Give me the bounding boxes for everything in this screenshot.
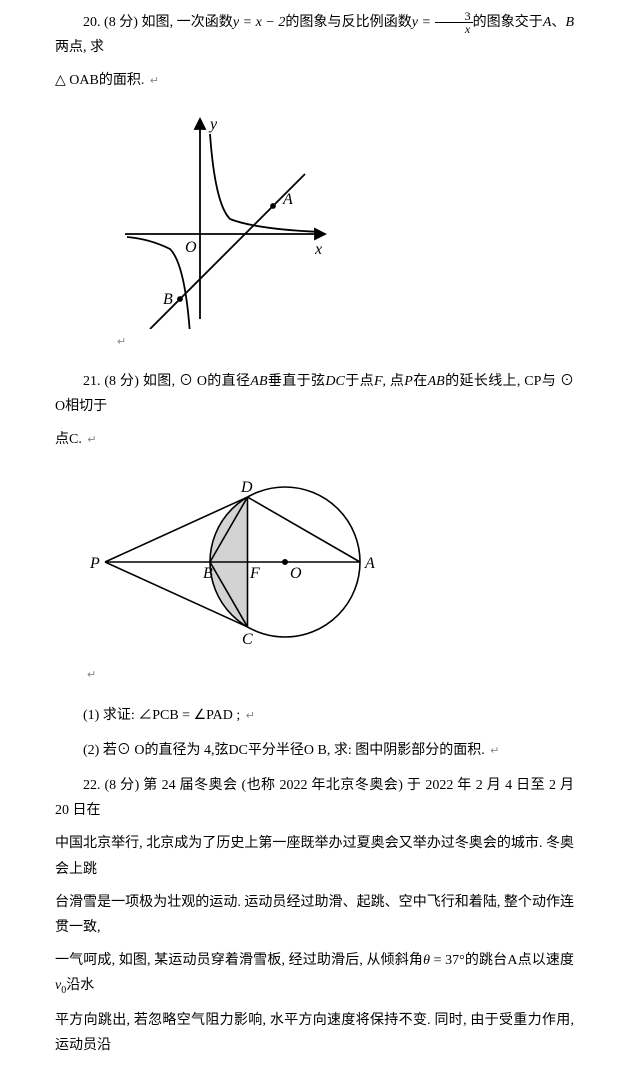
label-O: O [290,565,302,582]
p21-P: P [404,374,413,389]
p21-sub2-text: 若⊙ O的直径为 4,弦DC平分半径O B, 求: 图中阴影部分的面积. [103,743,485,758]
p22-number: 22. [83,778,101,793]
p20-eq1l: y [233,15,239,30]
p20-number: 20. [83,15,101,30]
p22-l3: 台滑雪是一项极为壮观的运动. 运动员经过助滑、起跳、空中飞行和着陆, 整个动作连… [55,895,574,935]
p20-B: B [565,15,574,30]
p21-figure: D C B F O A P [85,462,574,687]
p20-t3: 的图象交于 [473,15,543,30]
label-O: O [185,239,197,256]
p22-theta: θ [423,953,430,968]
p20-eq2l: y = [412,15,431,30]
label-P: P [89,555,100,572]
p22-l4-3: 沿水 [66,978,94,993]
p21-sub1-num: (1) [83,708,99,723]
label-B: B [203,565,213,582]
p20-t2: 的图象与反比例函数 [285,15,411,30]
p21-t2: 垂直于弦 [268,374,326,389]
p21-sub2-num: (2) [83,743,99,758]
p21-t3: 于点 [345,374,374,389]
p20-points: (8 分) [104,15,138,30]
fig21-enter [85,667,96,682]
p21-s3: AB [428,374,445,389]
p22-l4-2: = 37°的跳台A点以速度 [430,953,574,968]
p21-sub1-text: 求证: ∠PCB = ∠PAD ; [103,708,240,723]
label-A: A [282,191,293,208]
p22-points: (8 分) [104,778,139,793]
p20-t1: 如图, 一次函数 [142,15,233,30]
p20-t4: 两点, 求 [55,40,104,55]
p20-line2: △ OAB的面积. [55,73,144,88]
p21-line2: 点C. [55,432,82,447]
label-D: D [240,479,253,496]
p21-points: (8 分) [104,374,139,389]
p20-figure: A B O x y [115,104,574,354]
p21-s1: AB [250,374,267,389]
p21-t5: 在 [413,374,428,389]
label-B: B [163,291,173,308]
p22-l4-1: 一气呵成, 如图, 某运动员穿着滑雪板, 经过助滑后, 从倾斜角 [55,953,423,968]
p21-s2: DC [325,374,344,389]
label-C: C [242,631,253,648]
p21-t1: 如图, ⊙ O的直径 [143,374,251,389]
label-F: F [249,565,260,582]
frac-3-over-x: 3x [435,10,473,35]
label-A2: A [364,555,375,572]
p21-F: F [374,374,383,389]
fig20-enter [115,334,126,349]
label-x: x [314,241,322,258]
p21-number: 21. [83,374,101,389]
p22-l2: 中国北京举行, 北京成为了历史上第一座既举办过夏奥会又举办过冬奥会的城市. 冬奥… [55,836,574,876]
label-y: y [208,116,218,133]
p21-t4: , 点 [383,374,405,389]
p20-eq1r: = x − 2 [243,15,286,30]
p22-l5: 平方向跳出, 若忽略空气阻力影响, 水平方向速度将保持不变. 同时, 由于受重力… [55,1013,574,1053]
p20-sep: 、 [551,15,565,30]
